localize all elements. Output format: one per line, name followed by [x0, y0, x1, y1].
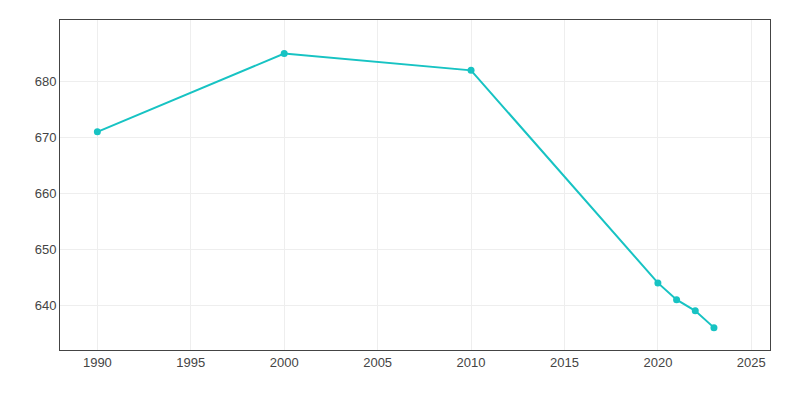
- svg-text:1995: 1995: [176, 355, 205, 370]
- svg-text:660: 660: [35, 186, 57, 201]
- svg-text:640: 640: [35, 298, 57, 313]
- svg-text:2005: 2005: [363, 355, 392, 370]
- svg-text:2020: 2020: [643, 355, 672, 370]
- svg-text:2015: 2015: [550, 355, 579, 370]
- svg-text:680: 680: [35, 74, 57, 89]
- svg-text:670: 670: [35, 130, 57, 145]
- svg-text:1990: 1990: [83, 355, 112, 370]
- svg-text:650: 650: [35, 242, 57, 257]
- svg-text:2025: 2025: [737, 355, 766, 370]
- svg-text:2010: 2010: [457, 355, 486, 370]
- svg-text:2000: 2000: [270, 355, 299, 370]
